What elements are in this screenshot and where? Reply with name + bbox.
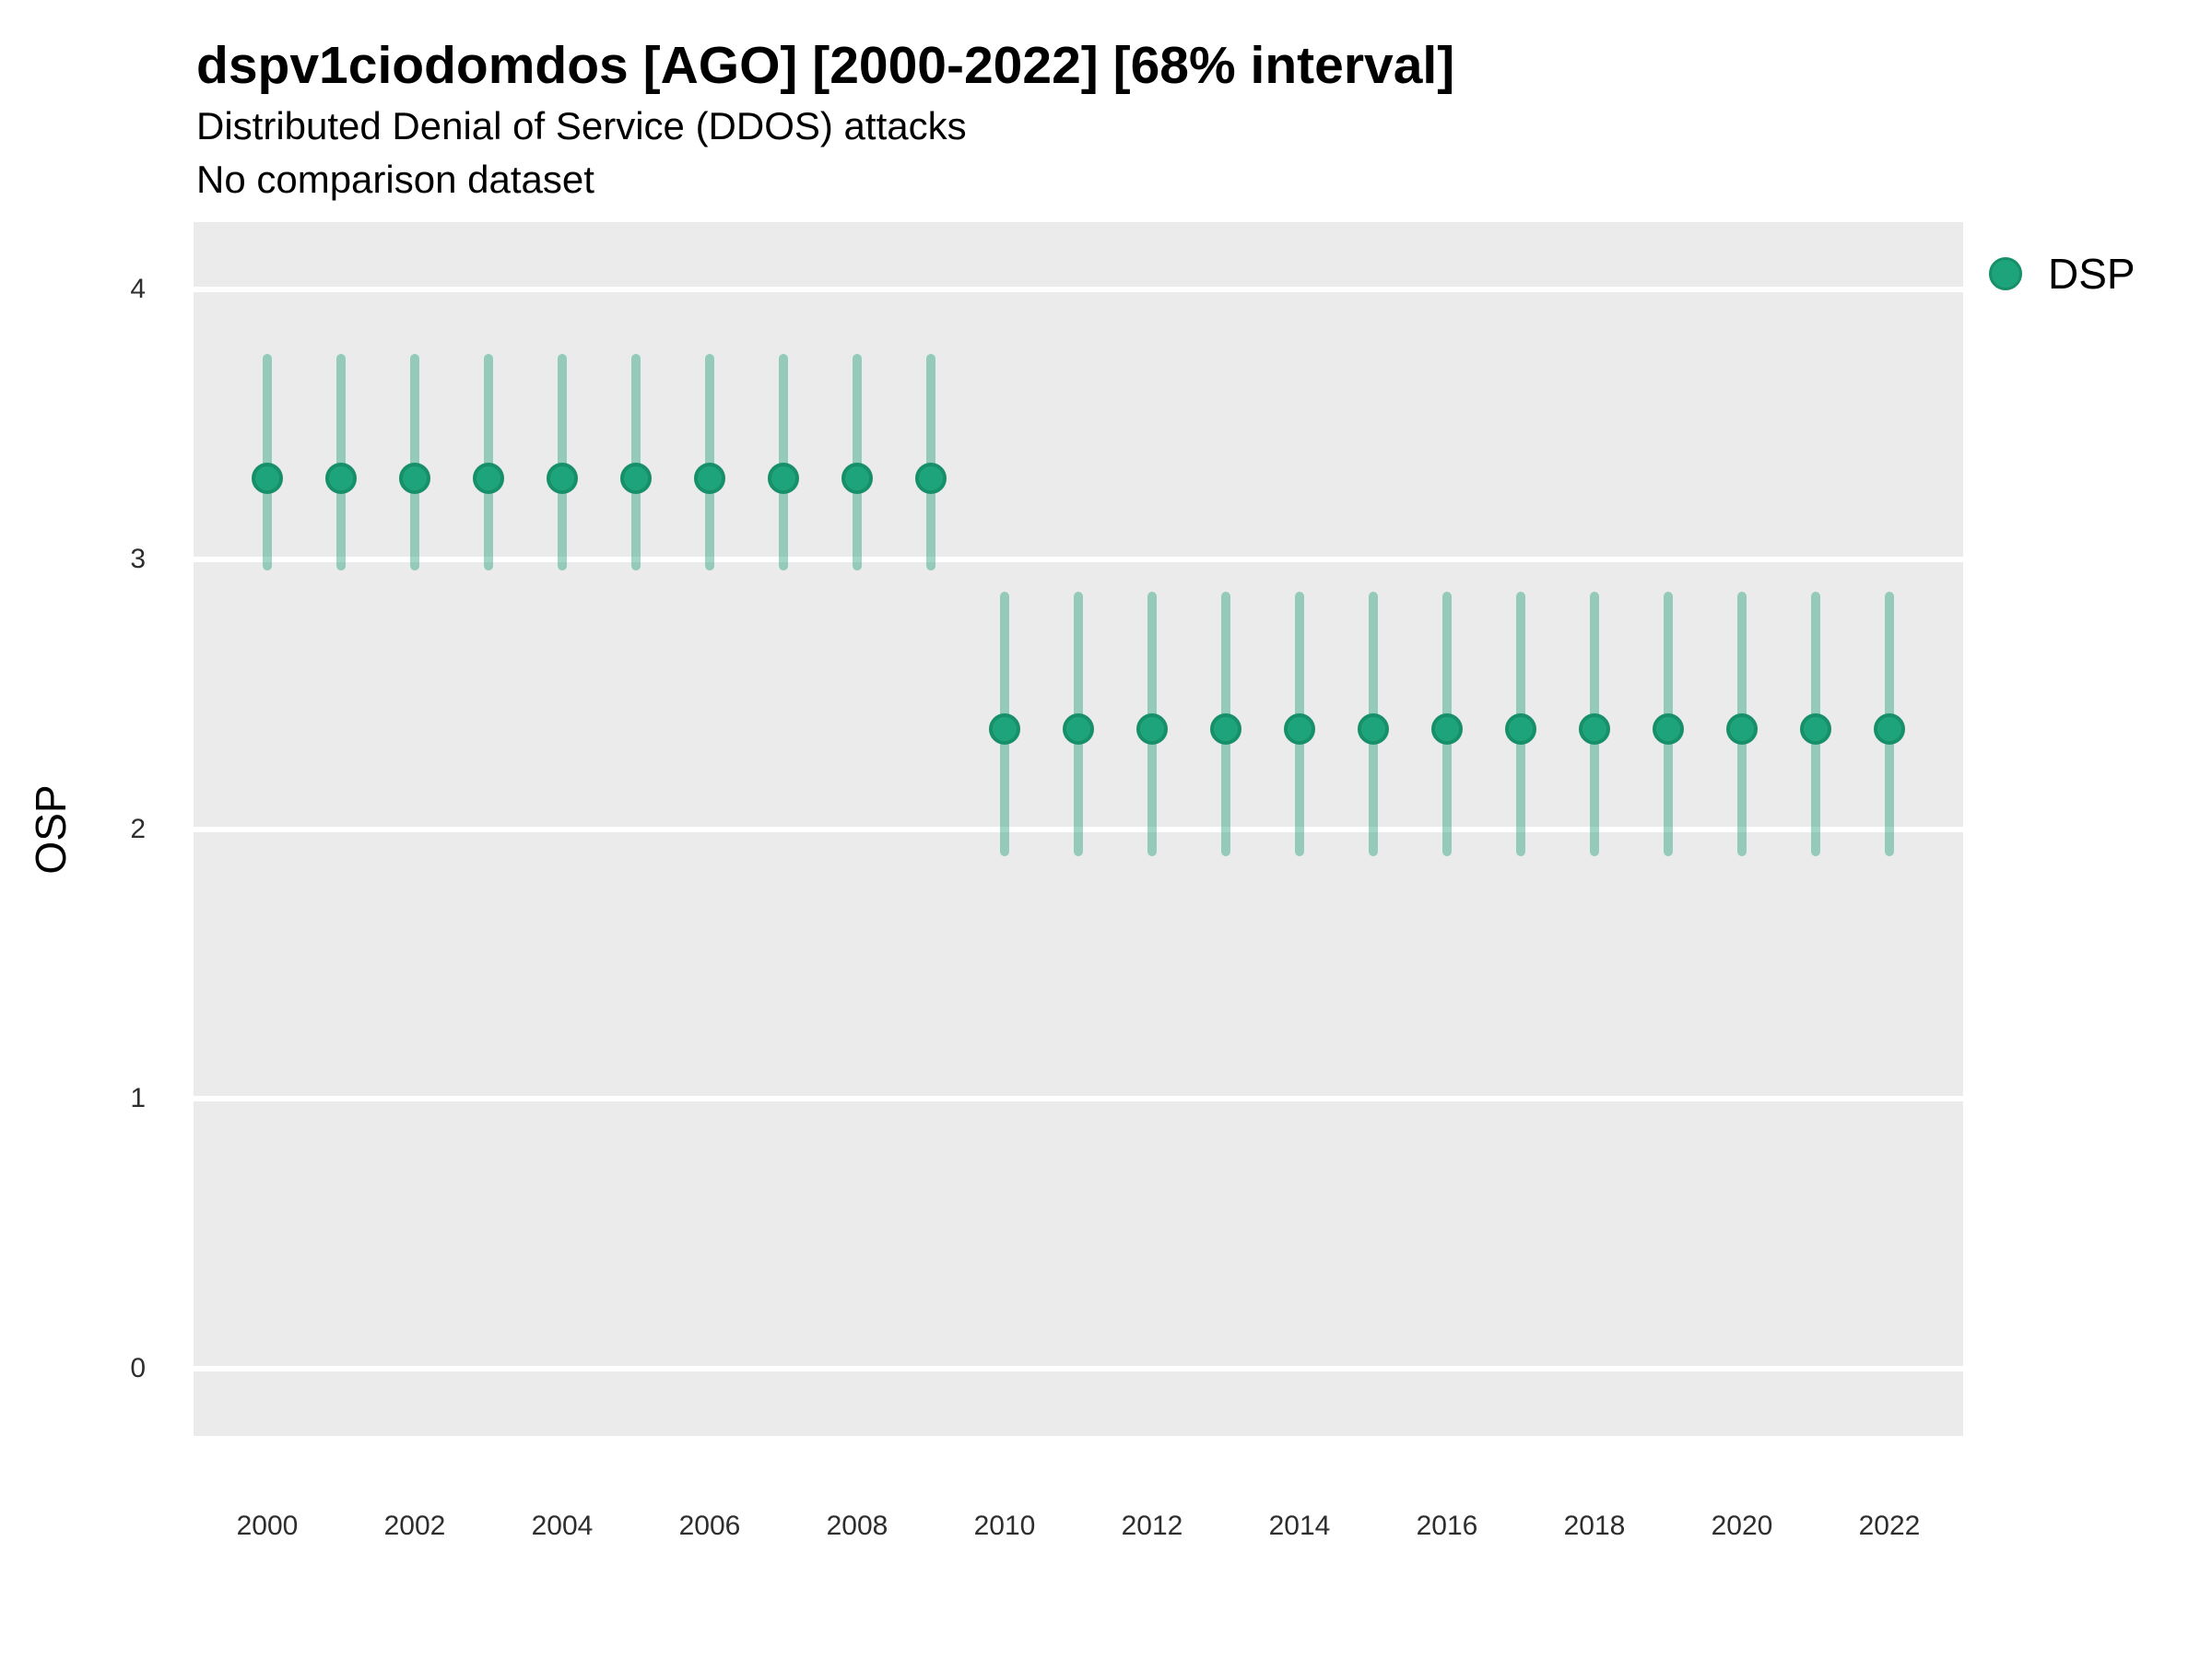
point-marker: [1284, 713, 1315, 746]
interval-bar: [410, 354, 419, 571]
chart-subtitle-comparison: No comparison dataset: [196, 158, 594, 201]
plot-panel: [194, 222, 1963, 1436]
x-tick-label: 2004: [531, 1511, 594, 1541]
interval-bar: [853, 354, 862, 571]
chart-subtitle: Distributed Denial of Service (DDOS) att…: [196, 104, 967, 147]
point-marker: [841, 463, 873, 495]
y-tick-label: 2: [130, 813, 146, 844]
point-marker: [694, 463, 725, 495]
x-tick-label: 2016: [1416, 1511, 1478, 1541]
point-marker: [252, 463, 283, 495]
interval-bar: [779, 354, 788, 571]
gridline-major: [194, 287, 1963, 293]
interval-bar: [484, 354, 493, 571]
point-marker: [1800, 713, 1831, 746]
point-marker: [620, 463, 652, 495]
point-marker: [325, 463, 357, 495]
interval-bar: [558, 354, 567, 571]
point-marker: [399, 463, 430, 495]
gridline-major: [194, 1365, 1963, 1371]
point-marker: [1505, 713, 1536, 746]
x-tick-label: 2000: [236, 1511, 299, 1541]
point-marker: [915, 463, 947, 495]
interval-bar: [926, 354, 935, 571]
point-marker: [768, 463, 799, 495]
point-marker: [473, 463, 504, 495]
interval-bar: [705, 354, 714, 571]
x-tick-label: 2012: [1121, 1511, 1183, 1541]
y-tick-label: 3: [130, 543, 146, 574]
interval-bar: [336, 354, 346, 571]
y-tick-label: 1: [130, 1083, 146, 1114]
y-tick-label: 4: [130, 274, 146, 305]
gridline-major: [194, 1096, 1963, 1102]
point-marker: [1136, 713, 1168, 746]
x-tick-label: 2022: [1858, 1511, 1921, 1541]
point-marker: [1726, 713, 1758, 746]
point-marker: [1874, 713, 1905, 746]
point-marker: [1063, 713, 1094, 746]
legend-point-icon: [1989, 257, 2022, 290]
x-tick-label: 2020: [1711, 1511, 1773, 1541]
x-tick-label: 2006: [678, 1511, 741, 1541]
x-tick-label: 2018: [1563, 1511, 1626, 1541]
legend: DSP: [1989, 249, 2136, 299]
x-tick-label: 2014: [1268, 1511, 1331, 1541]
point-marker: [1431, 713, 1463, 746]
legend-label: DSP: [2048, 250, 2136, 298]
point-marker: [989, 713, 1020, 746]
gridline-major: [194, 556, 1963, 562]
interval-bar: [263, 354, 272, 571]
x-tick-label: 2002: [383, 1511, 446, 1541]
y-tick-label: 0: [130, 1352, 146, 1383]
point-marker: [1210, 713, 1241, 746]
chart-title: dspv1ciodomdos [AGO] [2000-2022] [68% in…: [196, 36, 1455, 95]
point-marker: [547, 463, 578, 495]
point-marker: [1579, 713, 1610, 746]
gridline-major: [194, 826, 1963, 832]
interval-bar: [631, 354, 641, 571]
x-tick-label: 2010: [973, 1511, 1036, 1541]
point-marker: [1358, 713, 1389, 746]
point-marker: [1653, 713, 1684, 746]
x-tick-label: 2008: [826, 1511, 888, 1541]
